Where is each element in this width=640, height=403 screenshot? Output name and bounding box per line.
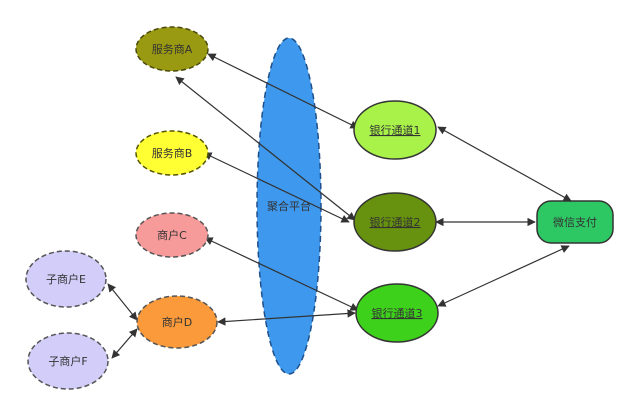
sub-merchant-e-label: 子商户E: [46, 272, 86, 286]
provider-b-label: 服务商B: [152, 146, 193, 160]
bank-1-shape: [353, 100, 437, 160]
node-platform: 聚合平台: [256, 37, 322, 375]
bank-1-label: 银行通道1: [370, 123, 421, 137]
bank-2-shape: [353, 192, 437, 252]
sub-merchant-f-label: 子商户F: [48, 354, 87, 368]
node-sub-merchant-f: 子商户F: [27, 332, 109, 390]
bank-3-shape: [355, 283, 439, 343]
sub-merchant-e-shape: [25, 250, 107, 308]
node-bank-2: 银行通道2: [353, 192, 437, 252]
sub-merchant-f-shape: [27, 332, 109, 390]
node-provider-a: 服务商A: [135, 26, 209, 72]
edge-provider-b-bank-2: [203, 152, 350, 223]
edges: [107, 53, 572, 359]
edge-bank-3-wechat: [437, 245, 570, 307]
node-bank-3: 银行通道3: [355, 283, 439, 343]
wechat-pay-shape: [536, 200, 614, 244]
node-bank-1: 银行通道1: [353, 100, 437, 160]
node-provider-b: 服务商B: [135, 130, 209, 176]
edge-bank-1-wechat: [437, 126, 572, 202]
edge-sub-f-merchant-d: [111, 328, 138, 359]
edge-merchant-d-bank-3: [217, 309, 356, 326]
provider-a-shape: [135, 26, 209, 72]
merchant-d-label: 商户D: [162, 315, 192, 329]
edge-merchant-c-bank-3: [204, 237, 359, 311]
node-merchant-d: 商户D: [136, 295, 218, 349]
node-wechat-pay: 微信支付: [536, 200, 614, 244]
provider-b-shape: [135, 130, 209, 176]
node-sub-merchant-e: 子商户E: [25, 250, 107, 308]
bank-2-label: 银行通道2: [370, 215, 421, 229]
node-merchant-c: 商户C: [135, 212, 209, 258]
edge-sub-e-merchant-d: [107, 283, 138, 321]
merchant-d-shape: [136, 295, 218, 349]
merchant-c-label: 商户C: [157, 228, 187, 242]
merchant-c-shape: [135, 212, 209, 258]
provider-a-label: 服务商A: [152, 42, 193, 56]
bank-3-label: 银行通道3: [372, 306, 423, 320]
wechat-pay-label: 微信支付: [553, 215, 597, 229]
